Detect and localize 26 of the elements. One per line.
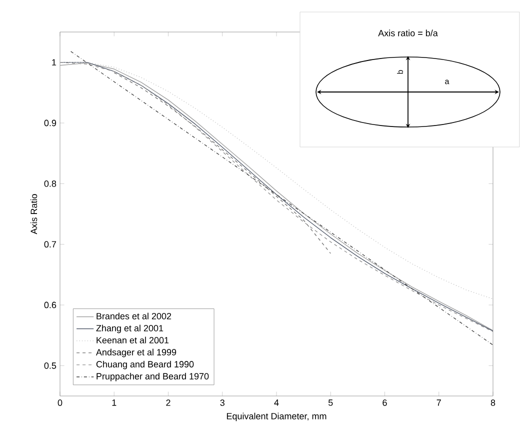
- x-tick-label: 6: [382, 400, 387, 406]
- annotation: Axis ratio = b/a: [378, 30, 438, 36]
- y-tick-label: 0.8: [44, 180, 56, 187]
- x-axis-title: Equivalent Diameter, mm: [226, 412, 326, 422]
- y-tick-label: 0.6: [44, 302, 56, 308]
- legend-label: Zhang et al 2001: [96, 324, 164, 334]
- annotation: a: [445, 80, 450, 84]
- legend-label: Pruppacher and Beard 1970: [96, 372, 209, 382]
- y-tick-label: 1: [52, 59, 56, 66]
- x-tick-label: 5: [328, 400, 333, 406]
- legend-label: Andsager et al 1999: [96, 348, 176, 358]
- x-tick-label: 0: [58, 400, 62, 406]
- y-tick-label: 0.9: [44, 120, 56, 126]
- x-tick-label: 2: [166, 400, 170, 406]
- x-tick-label: 3: [220, 400, 224, 406]
- annotation: b: [397, 70, 403, 74]
- legend-label: Chuang and Beard 1990: [96, 360, 194, 370]
- y-tick-label: 0.5: [44, 362, 56, 369]
- legend-label: Keenan et al 2001: [96, 336, 169, 344]
- y-axis-title: Axis Ratio: [30, 194, 38, 234]
- x-tick-label: 4: [274, 400, 279, 406]
- legend-label: Brandes et al 2002: [96, 312, 172, 320]
- x-tick-label: 7: [436, 400, 441, 406]
- x-tick-label: 1: [112, 400, 116, 406]
- y-tick-label: 0.7: [44, 241, 56, 248]
- x-tick-label: 8: [490, 400, 496, 406]
